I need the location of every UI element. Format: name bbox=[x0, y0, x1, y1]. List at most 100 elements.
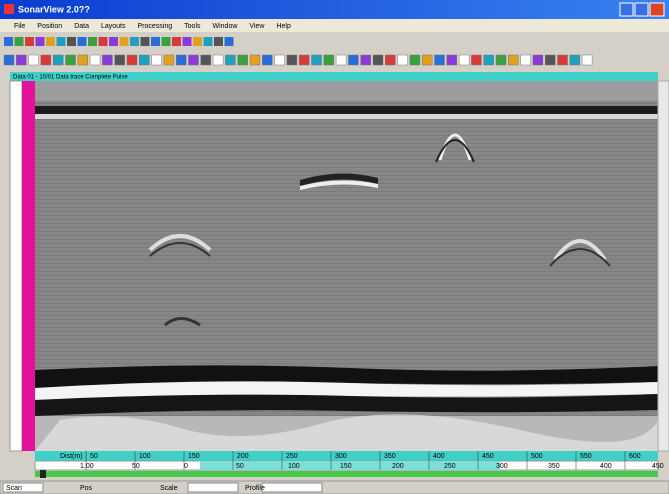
toolbar-button[interactable] bbox=[214, 37, 223, 46]
toolbar-button[interactable] bbox=[46, 37, 55, 46]
toolbar-button[interactable] bbox=[324, 55, 334, 65]
toolbar-button[interactable] bbox=[15, 37, 24, 46]
toolbar-button[interactable] bbox=[398, 55, 408, 65]
toolbar-button[interactable] bbox=[151, 37, 160, 46]
toolbar-button[interactable] bbox=[545, 55, 555, 65]
toolbar-button[interactable] bbox=[225, 37, 234, 46]
toolbar-button[interactable] bbox=[373, 55, 383, 65]
toolbar-button[interactable] bbox=[385, 55, 395, 65]
menu-item[interactable]: View bbox=[249, 23, 265, 30]
toolbar-button[interactable] bbox=[78, 55, 88, 65]
toolbar-button[interactable] bbox=[141, 37, 150, 46]
scale-tick-label: 450 bbox=[652, 463, 664, 470]
toolbar-button[interactable] bbox=[120, 37, 129, 46]
toolbar-button[interactable] bbox=[41, 55, 51, 65]
toolbar-button[interactable] bbox=[225, 55, 235, 65]
toolbar-button[interactable] bbox=[496, 55, 506, 65]
menu-item[interactable]: Data bbox=[74, 23, 89, 30]
toolbar-button[interactable] bbox=[176, 55, 186, 65]
vertical-scrollbar[interactable] bbox=[658, 81, 669, 451]
toolbar-button[interactable] bbox=[164, 55, 174, 65]
toolbar-button[interactable] bbox=[348, 55, 358, 65]
toolbar-button[interactable] bbox=[312, 55, 322, 65]
toolbar-button[interactable] bbox=[139, 55, 149, 65]
toolbar-button[interactable] bbox=[262, 55, 272, 65]
toolbar-button[interactable] bbox=[172, 37, 181, 46]
toolbar-button[interactable] bbox=[102, 55, 112, 65]
toolbar-button[interactable] bbox=[533, 55, 543, 65]
toolbar-button[interactable] bbox=[558, 55, 568, 65]
toolbar-button[interactable] bbox=[299, 55, 309, 65]
toolbar-button[interactable] bbox=[78, 37, 87, 46]
toolbar-button[interactable] bbox=[471, 55, 481, 65]
toolbar-button[interactable] bbox=[152, 55, 162, 65]
screen: SonarView 2.0?? FilePositionDataLayoutsP… bbox=[0, 0, 669, 494]
toolbar-button[interactable] bbox=[99, 37, 108, 46]
toolbar-button[interactable] bbox=[115, 55, 125, 65]
toolbar-button[interactable] bbox=[183, 37, 192, 46]
toolbar-button[interactable] bbox=[361, 55, 371, 65]
scale-tick-label: 350 bbox=[548, 463, 560, 470]
toolbar-button[interactable] bbox=[447, 55, 457, 65]
toolbar-button[interactable] bbox=[521, 55, 531, 65]
toolbar-button[interactable] bbox=[287, 55, 297, 65]
progress-thumb[interactable] bbox=[40, 470, 46, 478]
status-field bbox=[262, 483, 322, 492]
toolbar-button[interactable] bbox=[459, 55, 469, 65]
toolbar-button[interactable] bbox=[162, 37, 171, 46]
toolbar-button[interactable] bbox=[201, 55, 211, 65]
toolbar-button[interactable] bbox=[410, 55, 420, 65]
menu-item[interactable]: Position bbox=[37, 23, 62, 30]
toolbar-button[interactable] bbox=[275, 55, 285, 65]
menu-item[interactable]: File bbox=[14, 23, 25, 30]
toolbar-button[interactable] bbox=[508, 55, 518, 65]
scale-tick-label: 1.00 bbox=[80, 463, 94, 470]
toolbar-button[interactable] bbox=[90, 55, 100, 65]
toolbar-button[interactable] bbox=[250, 55, 260, 65]
toolbar-button[interactable] bbox=[127, 55, 137, 65]
close-button[interactable] bbox=[650, 3, 664, 16]
scale-tick-label: 500 bbox=[531, 453, 543, 460]
toolbar-button[interactable] bbox=[109, 37, 118, 46]
toolbar-button[interactable] bbox=[67, 37, 76, 46]
toolbar-button[interactable] bbox=[29, 55, 39, 65]
toolbar-button[interactable] bbox=[25, 37, 34, 46]
toolbars bbox=[0, 32, 669, 72]
toolbar-button[interactable] bbox=[4, 37, 13, 46]
progress-bar bbox=[35, 471, 658, 477]
menu-item[interactable]: Layouts bbox=[101, 23, 126, 30]
toolbar-button[interactable] bbox=[422, 55, 432, 65]
menu-item[interactable]: Window bbox=[213, 23, 239, 30]
toolbar-button[interactable] bbox=[570, 55, 580, 65]
scale-tick-label: 100 bbox=[288, 463, 300, 470]
toolbar-button[interactable] bbox=[213, 55, 223, 65]
toolbar-button[interactable] bbox=[435, 55, 445, 65]
toolbar-button[interactable] bbox=[36, 37, 45, 46]
scale-tick-label: 50 bbox=[132, 463, 140, 470]
toolbar-button[interactable] bbox=[4, 55, 14, 65]
maximize-button[interactable] bbox=[635, 3, 648, 16]
toolbar-button[interactable] bbox=[204, 37, 213, 46]
toolbar-button[interactable] bbox=[238, 55, 248, 65]
toolbar-button[interactable] bbox=[189, 55, 199, 65]
menu-item[interactable]: Tools bbox=[184, 23, 201, 30]
scale-tick-label: 150 bbox=[188, 453, 200, 460]
toolbar-button[interactable] bbox=[16, 55, 26, 65]
toolbar-button[interactable] bbox=[66, 55, 76, 65]
toolbar-button[interactable] bbox=[336, 55, 346, 65]
toolbar-button[interactable] bbox=[53, 55, 63, 65]
minimize-button[interactable] bbox=[620, 3, 633, 16]
toolbar-button[interactable] bbox=[57, 37, 66, 46]
menu-item[interactable]: Help bbox=[276, 23, 291, 30]
document-caption: Data 01 - 10/01 Data trace Complete Puls… bbox=[13, 75, 128, 81]
toolbar-button[interactable] bbox=[130, 37, 139, 46]
toolbar-button[interactable] bbox=[193, 37, 202, 46]
app-icon bbox=[4, 4, 14, 14]
toolbar-button[interactable] bbox=[582, 55, 592, 65]
depth-color-bar bbox=[22, 81, 35, 451]
toolbar-button[interactable] bbox=[484, 55, 494, 65]
menu-item[interactable]: Processing bbox=[138, 23, 173, 30]
scale-tick-label: 150 bbox=[340, 463, 352, 470]
status-pos: Pos bbox=[80, 485, 93, 492]
toolbar-button[interactable] bbox=[88, 37, 97, 46]
